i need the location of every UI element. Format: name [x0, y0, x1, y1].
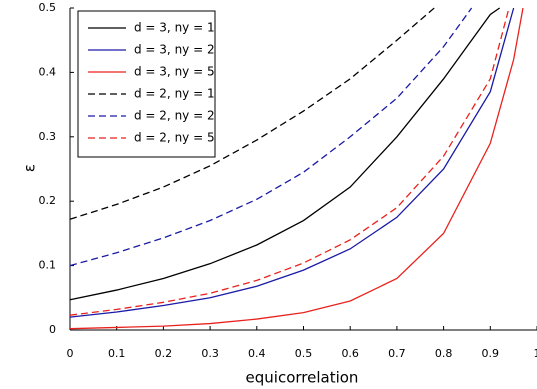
x-tick-label: 0	[67, 347, 74, 360]
y-tick-label: 0.5	[39, 1, 57, 14]
y-tick-label: 0.4	[39, 65, 57, 78]
legend-label: d = 3, ny = 2	[134, 43, 215, 57]
y-tick-label: 0.3	[39, 130, 57, 143]
x-tick-label: 0.1	[108, 347, 126, 360]
x-tick-label: 0.9	[482, 347, 500, 360]
legend-label: d = 2, ny = 1	[134, 87, 215, 101]
y-axis-title: ε	[21, 164, 39, 172]
y-tick-label: 0	[49, 323, 56, 336]
x-tick-label: 0.8	[435, 347, 453, 360]
line	[69, 7, 510, 316]
legend-label: d = 2, ny = 5	[134, 131, 215, 145]
line	[69, 7, 524, 330]
line	[69, 7, 435, 220]
x-tick-label: 0.6	[341, 347, 359, 360]
line	[69, 7, 515, 318]
legend-label: d = 3, ny = 1	[134, 21, 215, 35]
x-axis-title: equicorrelation	[246, 369, 359, 387]
y-tick-label: 0.1	[39, 259, 57, 272]
x-tick-label: 0.4	[248, 347, 266, 360]
line	[69, 7, 473, 267]
x-tick-label: 0.2	[155, 347, 173, 360]
x-tick-label: 0.7	[388, 347, 406, 360]
legend-box	[77, 10, 216, 158]
line	[69, 7, 501, 301]
x-tick-label: 0.5	[295, 347, 313, 360]
legend-label: d = 2, ny = 2	[134, 109, 215, 123]
y-tick-label: 0.2	[39, 194, 57, 207]
x-tick-label: 0.3	[201, 347, 219, 360]
x-tick-label: 1	[534, 347, 537, 360]
legend-label: d = 3, ny = 5	[134, 65, 215, 79]
